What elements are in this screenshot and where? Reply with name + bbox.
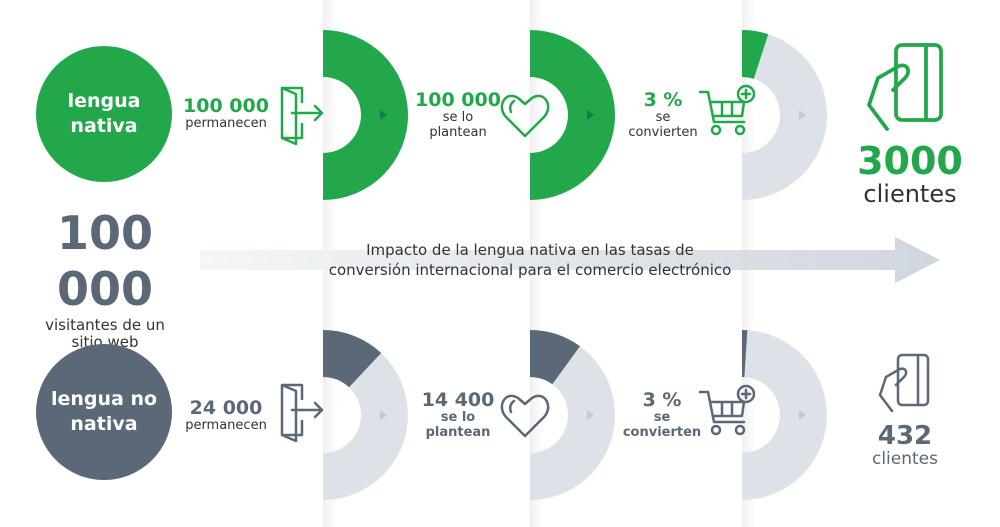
step-label: plantean (429, 125, 487, 140)
non-native-step-2: 14 400 se lo plantean (408, 390, 508, 440)
ring-fill (742, 30, 769, 79)
non-native-result: 432 clientes (850, 422, 960, 468)
step-label: se lo (440, 410, 476, 425)
total-visitors: 100 000 visitantes de un sitio web (10, 205, 200, 351)
step-value: 3 % (643, 89, 683, 111)
heart-icon (500, 94, 550, 138)
circle-label: nativa (70, 413, 138, 435)
step-label: se (653, 410, 671, 425)
play-marker-icon (587, 110, 594, 120)
native-result: 3000 clientes (840, 140, 980, 206)
native-step-1: 100 000 permanecen (178, 96, 274, 131)
ring-fill (323, 330, 382, 388)
title-line: Impacto de la lengua nativa en las tasas… (366, 241, 694, 259)
progress-arrow (200, 237, 940, 283)
step-label: permanecen (185, 418, 267, 433)
non-native-step-3: 3 % se convierten (612, 390, 712, 440)
play-marker-icon (587, 410, 594, 420)
step-value: 14 400 (421, 389, 495, 411)
infographic-title: Impacto de la lengua nativa en las tasas… (260, 240, 800, 280)
step-label: plantean (425, 425, 491, 440)
play-marker-icon (799, 110, 806, 120)
result-value: 432 (877, 421, 933, 451)
card-hand-icon (867, 43, 943, 131)
ring-fill (530, 30, 616, 200)
heart-icon (500, 394, 550, 438)
step-label: convierten (622, 425, 702, 440)
step-label: se lo (442, 110, 474, 125)
step-label: permanecen (185, 116, 267, 131)
result-value: 3000 (857, 139, 963, 183)
step-label: convierten (628, 125, 698, 140)
step-value: 100 000 (415, 89, 501, 111)
circle-label: lengua no (50, 388, 158, 410)
cart-add-icon (698, 384, 756, 436)
ring-track (742, 330, 827, 500)
result-label: clientes (863, 180, 957, 208)
circle-label: nativa (70, 115, 138, 137)
native-step-3: 3 % se convierten (618, 90, 708, 140)
door-exit-icon (280, 86, 324, 146)
door-exit-icon (280, 383, 324, 443)
step-value: 3 % (642, 389, 682, 411)
step-value: 100 000 (183, 95, 269, 117)
result-label: clientes (871, 449, 938, 469)
play-marker-icon (380, 410, 387, 420)
ring-fill (323, 30, 409, 200)
card-hand-icon (878, 353, 930, 413)
non-native-language-circle: lengua no nativa (36, 344, 172, 480)
ring-track (742, 30, 827, 200)
play-marker-icon (799, 410, 806, 420)
total-value: 100 000 (56, 206, 154, 316)
non-native-step-1: 24 000 permanecen (178, 398, 274, 433)
title-line: conversión internacional para el comerci… (328, 261, 732, 279)
play-marker-icon (380, 110, 387, 120)
ring-fill (530, 330, 580, 385)
native-step-2: 100 000 se lo plantean (408, 90, 508, 140)
step-label: se (655, 110, 671, 125)
ring-fill (742, 330, 748, 378)
step-value: 24 000 (189, 397, 263, 419)
circle-label: lengua (67, 90, 141, 112)
native-language-circle: lengua nativa (36, 46, 172, 182)
cart-add-icon (698, 84, 756, 136)
